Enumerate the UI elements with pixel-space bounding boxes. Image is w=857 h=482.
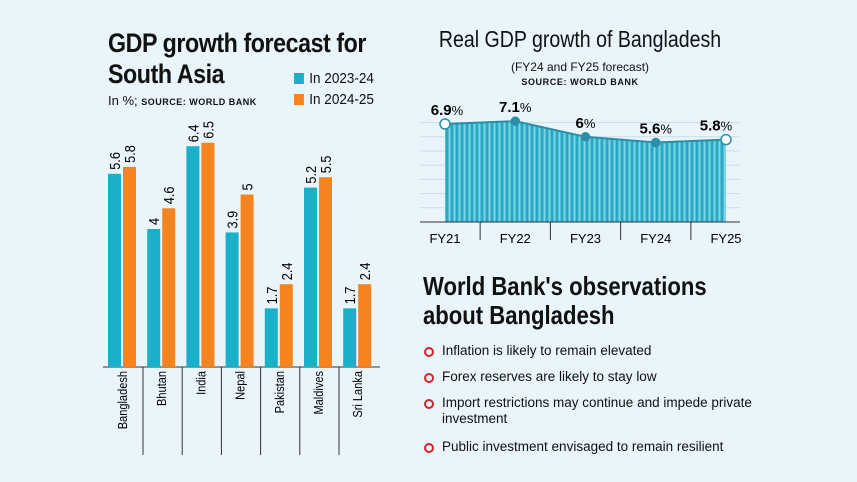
category-label: India: [194, 371, 209, 395]
item-text: Forex reserves are likely to stay low: [442, 369, 657, 384]
bar: [304, 187, 317, 367]
bar: [343, 308, 357, 367]
list-item: Inflation is likely to remain elevated: [424, 343, 764, 359]
title-line: World Bank's observations: [423, 271, 707, 301]
category-label: Pakistan: [272, 371, 287, 413]
title-line: about Bangladesh: [423, 300, 615, 330]
data-label: 5.5: [317, 155, 334, 173]
bar: [186, 146, 200, 367]
data-label: 5: [239, 183, 256, 190]
right-chart-source: SOURCE: WORLD BANK: [521, 77, 639, 87]
right-chart-subtitle: (FY24 and FY25 forecast): [510, 60, 650, 74]
data-label: 2.4: [356, 262, 373, 280]
bar: [264, 308, 278, 367]
legend-item: In 2023-24: [294, 70, 374, 87]
bar: [123, 166, 136, 367]
bar: [358, 284, 372, 367]
data-label: 5.6: [106, 152, 123, 170]
bar: [201, 142, 215, 367]
bar: [319, 177, 332, 367]
category-label: FY22: [500, 231, 531, 246]
unit-label: %: [452, 103, 464, 118]
data-label: 5.8%: [700, 118, 733, 135]
data-point: [439, 118, 451, 130]
left-chart-subtitle: In %; SOURCE: WORLD BANK: [108, 93, 257, 108]
bar: [225, 232, 239, 367]
unit-label: %: [660, 121, 672, 136]
bullet-icon: [424, 373, 434, 383]
category-label: FY25: [710, 231, 741, 246]
data-label: 6.4: [184, 124, 201, 142]
data-label: 1.7: [341, 286, 358, 304]
data-point: [580, 132, 591, 142]
bullet-icon: [424, 347, 434, 357]
unit-label: %: [584, 116, 596, 131]
bar: [240, 194, 254, 367]
category-label: FY23: [570, 231, 601, 246]
category-label: Bhutan: [154, 371, 169, 406]
list-item: Forex reserves are likely to stay low: [424, 369, 764, 385]
data-label: 1.7: [263, 286, 280, 304]
list-item: Public investment envisaged to remain re…: [424, 439, 764, 455]
data-label: 3.9: [224, 211, 241, 229]
bar: [108, 173, 121, 367]
observations-title: World Bank's observations about Banglades…: [423, 272, 707, 330]
data-point: [510, 116, 520, 126]
legend-label: In 2023-24: [309, 70, 374, 87]
legend-item: In 2024-25: [294, 91, 374, 108]
data-label: 4: [145, 218, 162, 225]
unit-label: %: [721, 119, 733, 134]
category-label: FY21: [429, 231, 460, 246]
title-line: South Asia: [108, 59, 225, 89]
bar: [147, 229, 161, 367]
legend-label: In 2024-25: [309, 91, 374, 108]
title-line: GDP growth forecast for: [108, 28, 367, 58]
data-label: 6.5: [199, 121, 216, 139]
data-label: 4.6: [160, 186, 177, 204]
data-point: [651, 137, 661, 148]
list-item: Import restrictions may continue and imp…: [424, 395, 764, 427]
legend-swatch: [294, 94, 304, 105]
bar: [162, 208, 176, 367]
data-label: 5.8: [121, 145, 138, 163]
category-label: Sri Lanka: [350, 371, 365, 418]
category-label: FY24: [640, 231, 671, 246]
bullet-icon: [424, 443, 434, 453]
left-chart-title: GDP growth forecast for South Asia: [108, 28, 366, 90]
area-chart: 6.9% FY21 7.1% FY22 6% FY23 5.6% FY24 5.8% FY25: [420, 99, 742, 246]
unit-label: %: [520, 100, 532, 115]
item-text: Inflation is likely to remain elevated: [442, 343, 652, 358]
data-label: 7.1%: [499, 99, 532, 116]
data-label: 6.9%: [431, 102, 464, 119]
data-label: 5.2: [302, 166, 319, 184]
right-chart-title: Real GDP growth of Bangladesh: [438, 26, 722, 52]
category-label: Maldives: [311, 371, 326, 415]
unit-label: In %;: [108, 93, 138, 108]
data-label: 2.4: [278, 262, 295, 280]
item-text: Import restrictions may continue and imp…: [442, 395, 752, 426]
data-point: [720, 133, 732, 146]
bullet-icon: [424, 399, 434, 409]
data-label: 6%: [576, 115, 596, 132]
category-label: Nepal: [233, 371, 248, 400]
category-label: Bangladesh: [115, 371, 130, 429]
bar-chart: 5.65.8 Bangladesh 4 4.6 Bhutan 6.46.5 India 3.9…: [103, 121, 380, 455]
legend-swatch: [294, 73, 304, 84]
bar: [279, 284, 293, 367]
data-label: 5.6%: [640, 120, 673, 137]
source-label: SOURCE: WORLD BANK: [141, 97, 257, 107]
item-text: Public investment envisaged to remain re…: [442, 439, 724, 454]
